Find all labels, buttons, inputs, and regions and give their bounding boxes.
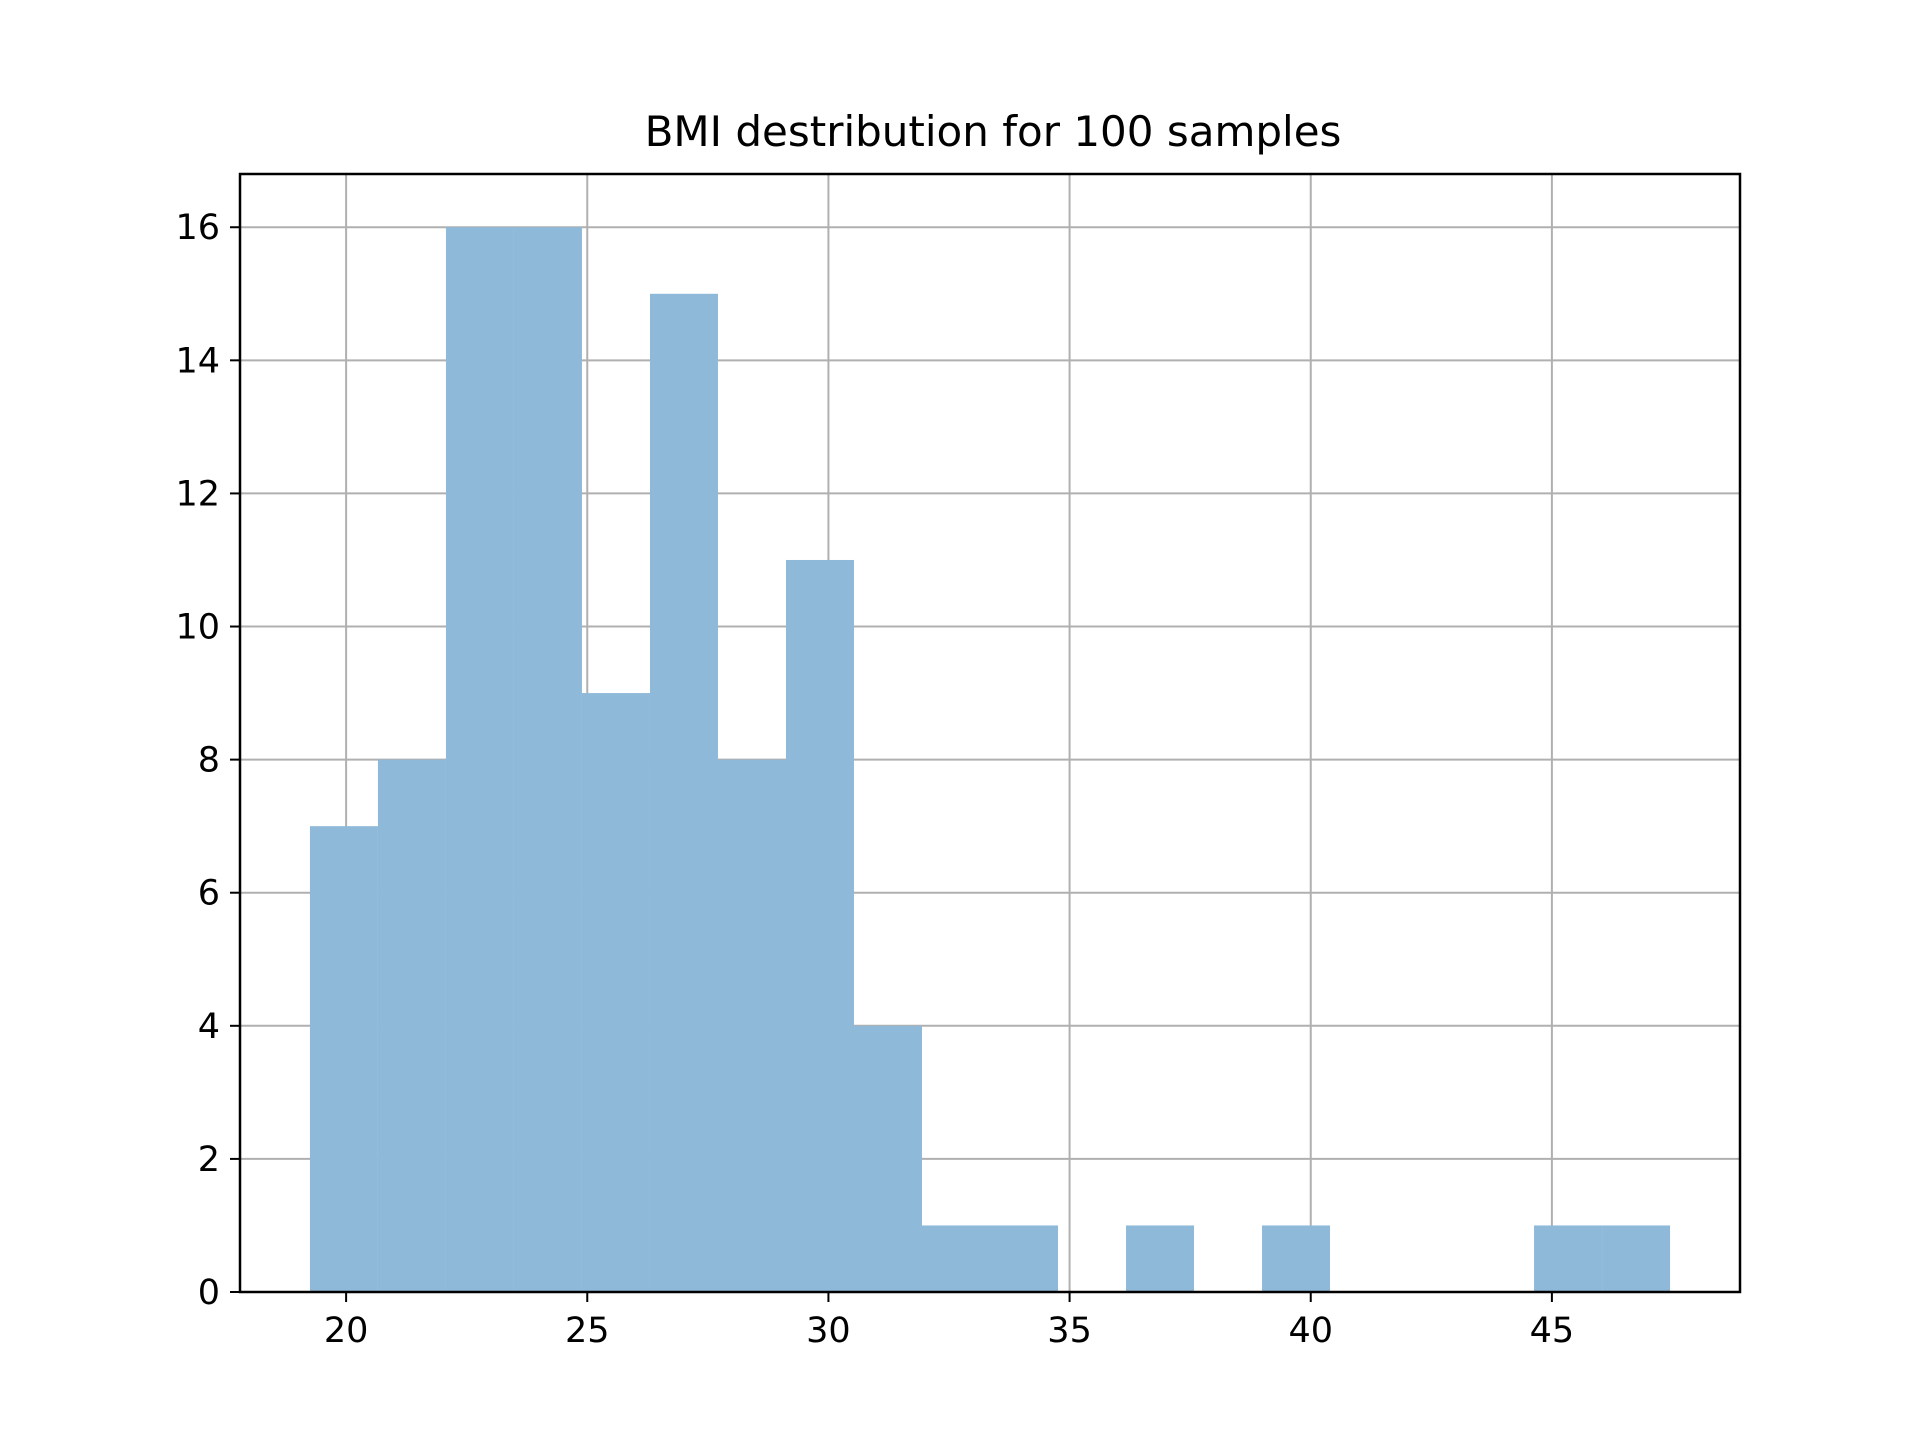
y-tick-label: 6	[198, 874, 220, 914]
histogram-bar	[445, 227, 514, 1293]
histogram-bar	[377, 759, 446, 1292]
histogram-bar	[1534, 1225, 1603, 1292]
histogram-bar	[649, 293, 718, 1292]
y-tick-label: 0	[198, 1273, 220, 1313]
bars-layer	[309, 227, 1671, 1293]
histogram-bar	[717, 759, 786, 1292]
histogram-bar	[853, 1025, 922, 1292]
histogram-bar	[309, 826, 378, 1292]
y-tick-label: 14	[175, 341, 220, 381]
histogram-bar	[581, 693, 650, 1292]
plot-frame	[238, 172, 1742, 1294]
x-tick-label: 20	[324, 1311, 369, 1351]
histogram-bar	[921, 1225, 990, 1292]
y-tick-label: 12	[175, 474, 220, 514]
histogram-bar	[785, 559, 854, 1292]
y-tick-label: 4	[198, 1007, 220, 1047]
y-axis-ticks: 0 2 4 6 8 10 12 14 16	[175, 208, 240, 1313]
x-tick-label: 30	[806, 1311, 851, 1351]
y-tick-label: 2	[198, 1140, 220, 1180]
y-tick-label: 10	[175, 608, 220, 648]
histogram-bar	[1126, 1225, 1195, 1292]
histogram-bar	[1602, 1225, 1671, 1292]
x-tick-label: 35	[1047, 1311, 1092, 1351]
histogram-bar	[1262, 1225, 1331, 1292]
chart-title: BMI destribution for 100 samples	[645, 107, 1342, 156]
x-tick-label: 40	[1288, 1311, 1333, 1351]
histogram-bar	[513, 227, 582, 1293]
x-tick-label: 25	[565, 1311, 610, 1351]
y-tick-label: 16	[175, 208, 220, 248]
x-axis-ticks: 20 25 30 35 40 45	[324, 1292, 1574, 1351]
x-tick-label: 45	[1530, 1311, 1575, 1351]
histogram-bar	[990, 1225, 1059, 1292]
y-tick-label: 8	[198, 741, 220, 781]
